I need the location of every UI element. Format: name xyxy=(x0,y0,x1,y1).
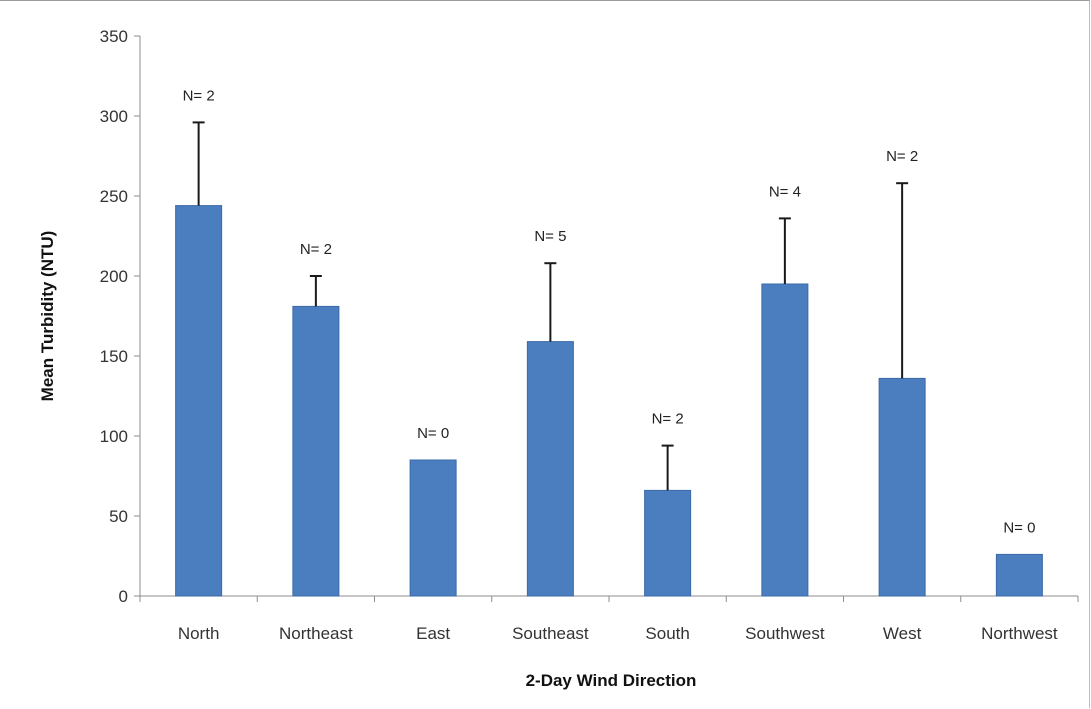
bar xyxy=(995,553,1043,597)
y-tick-label: 50 xyxy=(109,507,128,526)
data-label: N= 2 xyxy=(300,241,332,258)
y-tick-label: 100 xyxy=(100,427,128,446)
y-tick-label: 200 xyxy=(100,267,128,286)
x-axis-title: 2-Day Wind Direction xyxy=(526,671,697,690)
bar xyxy=(878,377,926,597)
y-tick-label: 0 xyxy=(119,587,128,606)
x-tick-label: West xyxy=(883,624,922,643)
bar xyxy=(761,283,809,597)
data-label: N= 2 xyxy=(652,411,684,428)
bar xyxy=(409,459,457,597)
y-tick-label: 300 xyxy=(100,107,128,126)
x-tick-label: Southwest xyxy=(745,624,825,643)
x-tick-label: East xyxy=(416,624,450,643)
data-label: N= 5 xyxy=(534,228,566,245)
y-tick-label: 350 xyxy=(100,27,128,46)
x-axis: North Northeast East Southeast South Southwes… xyxy=(139,595,1079,643)
data-label: N= 0 xyxy=(417,425,449,442)
x-tick-label: Southeast xyxy=(512,624,589,643)
data-labels: N= 2 N= 2 N= 0 N= 5 N= 2 N= 4 N= 2 N= 0 xyxy=(183,87,1036,536)
y-axis-title: Mean Turbidity (NTU) xyxy=(38,231,57,402)
y-tick-label: 150 xyxy=(100,347,128,366)
y-axis: 0 50 100 150 200 250 300 350 xyxy=(100,27,141,606)
bar xyxy=(175,205,223,597)
data-label: N= 2 xyxy=(183,87,215,104)
bar xyxy=(526,341,574,597)
x-tick-label: Northwest xyxy=(981,624,1058,643)
error-bars xyxy=(192,121,909,491)
data-label: N= 0 xyxy=(1003,519,1035,536)
x-tick-label: South xyxy=(645,624,689,643)
data-label: N= 2 xyxy=(886,148,918,165)
bar xyxy=(644,489,692,597)
x-tick-label: North xyxy=(178,624,220,643)
y-tick-label: 250 xyxy=(100,187,128,206)
data-label: N= 4 xyxy=(769,183,801,200)
bar xyxy=(292,305,340,597)
bars xyxy=(175,205,1043,597)
x-tick-label: Northeast xyxy=(279,624,353,643)
